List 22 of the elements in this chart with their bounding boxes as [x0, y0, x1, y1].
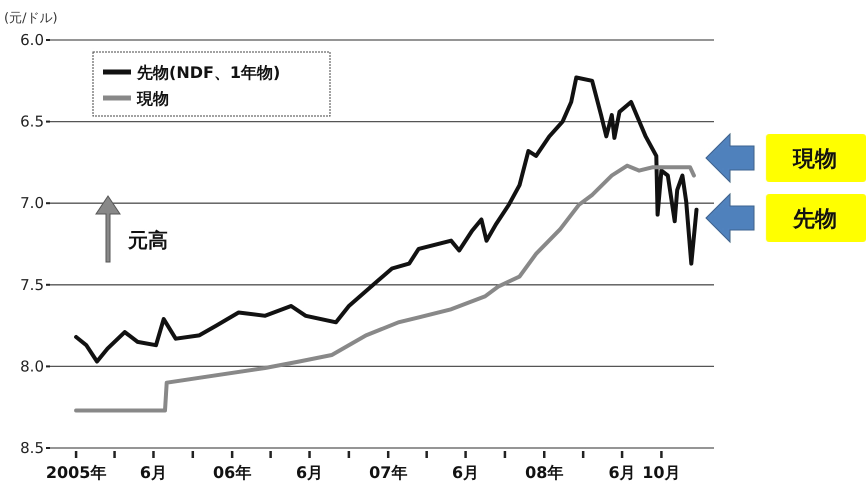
y-tick-label: 7.5	[20, 276, 44, 294]
text: 先物	[792, 207, 837, 232]
y-axis-title: (元/ドル)	[4, 11, 58, 26]
x-tick-label: 2005年	[46, 463, 106, 482]
x-tick-label: 6月	[140, 463, 168, 482]
x-tick-label: 6月	[296, 463, 324, 482]
text: 現物	[792, 147, 837, 172]
y-tick-label: 6.0	[20, 31, 44, 49]
x-tick-label: 10月	[642, 463, 681, 482]
legend-label: 先物(NDF、1年物)	[136, 63, 280, 82]
x-tick-label: 6月	[452, 463, 480, 482]
y-tick-label: 7.0	[20, 194, 44, 212]
y-tick-label: 8.5	[20, 439, 44, 457]
annotation: 元高	[127, 228, 168, 252]
legend-label: 現物	[136, 89, 169, 108]
y-tick-label: 8.0	[20, 357, 44, 376]
x-tick-label: 6月	[608, 463, 636, 482]
x-tick-label: 07年	[369, 463, 408, 482]
x-tick-label: 06年	[213, 463, 252, 482]
line-series	[74, 164, 696, 412]
y-tick-label: 6.5	[20, 112, 44, 131]
x-tick-label: 08年	[525, 463, 564, 482]
